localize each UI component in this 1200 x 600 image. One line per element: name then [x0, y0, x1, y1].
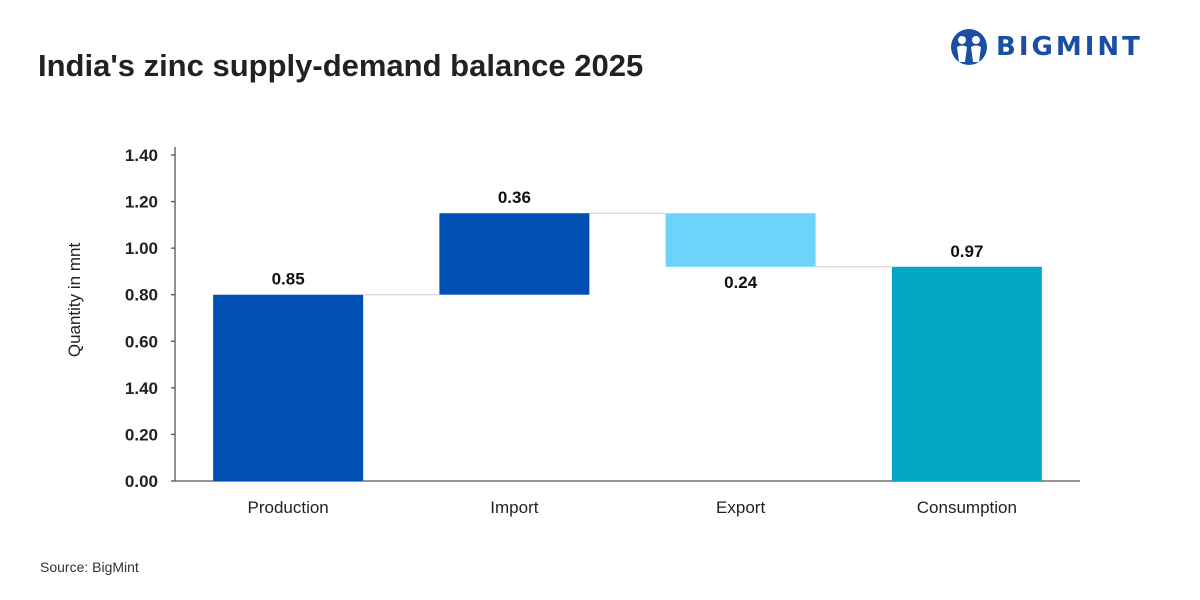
data-labels: 0.85 0.36 0.24 0.97	[272, 188, 984, 292]
x-tick-label: Import	[490, 498, 538, 517]
bar-consumption	[891, 266, 1042, 481]
bar-production	[213, 294, 364, 481]
data-label: 0.85	[272, 270, 305, 289]
y-tick-label: 0.60	[125, 332, 158, 351]
data-label: 0.36	[498, 188, 531, 207]
y-axis-label: Quantity in mnt	[65, 243, 84, 358]
y-tick-label: 0.20	[125, 425, 158, 444]
y-tick-label: 1.20	[125, 193, 158, 212]
x-tick-label: Production	[247, 498, 328, 517]
y-tick-label: 0.80	[125, 286, 158, 305]
y-tick-label: 1.40	[125, 146, 158, 165]
y-axis: 0.00 0.20 1.40 0.60 0.80 1.00 1.20 1.40	[125, 146, 176, 491]
bigmint-people-icon	[951, 29, 987, 65]
bigmint-logo: BIGMINT	[950, 28, 1143, 66]
data-label: 0.97	[950, 242, 983, 261]
source-note: Source: BigMint	[40, 559, 139, 575]
y-tick-label: 0.00	[125, 472, 158, 491]
logo-text: BIGMINT	[996, 32, 1143, 62]
x-tick-label: Consumption	[917, 498, 1017, 517]
connectors	[363, 212, 892, 296]
bar-export	[665, 213, 816, 267]
data-label: 0.24	[724, 273, 758, 292]
x-axis: Production Import Export Consumption	[175, 480, 1080, 517]
y-tick-label: 1.40	[125, 379, 158, 398]
y-tick-label: 1.00	[125, 239, 158, 258]
bars	[213, 213, 1042, 481]
chart-title: India's zinc supply-demand balance 2025	[38, 48, 644, 83]
bar-import	[439, 213, 590, 295]
x-tick-label: Export	[716, 498, 765, 517]
